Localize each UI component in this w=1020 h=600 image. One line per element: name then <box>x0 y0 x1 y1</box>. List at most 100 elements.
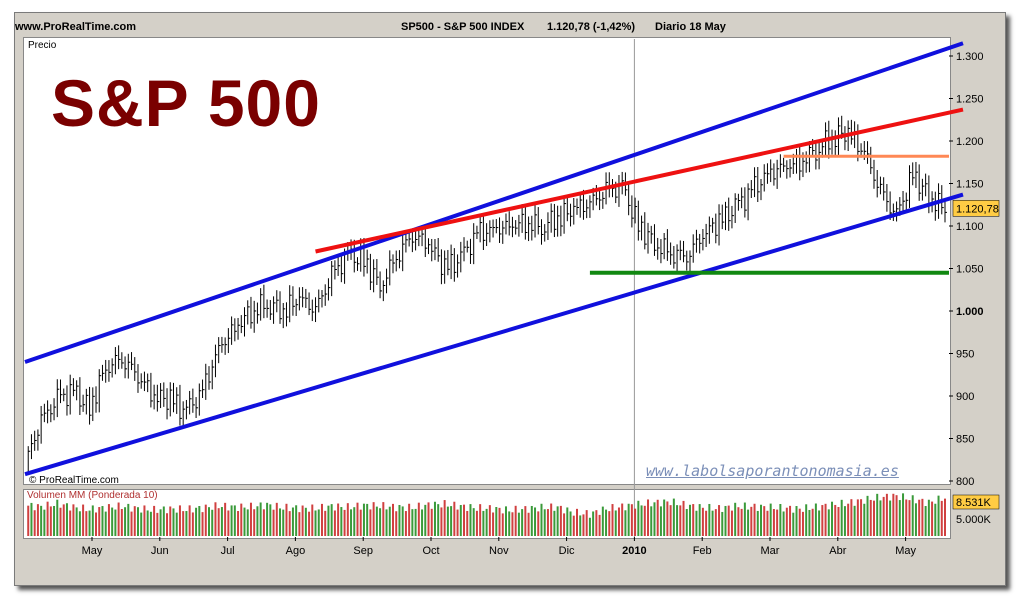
volume-bar <box>798 508 801 536</box>
volume-bar <box>508 511 511 536</box>
volume-bar <box>724 505 727 536</box>
last-price: 1.120,78 (-1,42%) <box>547 21 636 33</box>
volume-bar <box>611 504 614 536</box>
volume-bar <box>98 507 101 536</box>
volume-bar <box>821 505 824 536</box>
watermark-link[interactable]: www.labolsaporantonomasia.es <box>646 462 899 480</box>
volume-bar <box>672 498 675 536</box>
volume-bar <box>398 504 401 536</box>
volume-bar <box>421 509 424 536</box>
volume-bar <box>585 510 588 536</box>
volume-bar <box>311 504 314 536</box>
volume-bar <box>482 510 485 536</box>
volume-bar <box>246 509 249 536</box>
volume-bar <box>918 499 921 536</box>
volume-bar <box>175 512 178 536</box>
volume-bar <box>934 503 937 536</box>
x-tick-label: Abr <box>829 545 846 557</box>
volume-bar <box>479 504 482 536</box>
volume-bar <box>776 509 779 536</box>
volume-bar <box>114 509 117 536</box>
volume-bar <box>411 509 414 536</box>
y-tick-label: 1.100 <box>956 221 984 233</box>
volume-bar <box>927 499 930 536</box>
volume-bar <box>269 504 272 536</box>
volume-bar <box>650 506 653 536</box>
volume-bar <box>559 505 562 536</box>
volume-bar <box>56 499 59 536</box>
y-tick-label: 950 <box>956 349 974 361</box>
volume-bar <box>198 506 201 536</box>
volume-bar <box>637 500 640 536</box>
volume-bar <box>895 495 898 536</box>
volume-bar <box>485 508 488 536</box>
volume-bar <box>182 511 185 536</box>
volume-bar <box>630 504 633 536</box>
volume-bar <box>753 503 756 536</box>
volume-bar <box>237 511 240 536</box>
volume-bar <box>243 507 246 536</box>
volume-bar <box>711 510 714 536</box>
volume-bar <box>146 510 149 536</box>
volume-bar <box>718 505 721 536</box>
y-tick-label: 1.150 <box>956 179 984 191</box>
volume-bar <box>395 511 398 536</box>
volume-bar <box>685 509 688 536</box>
price-panel[interactable] <box>23 37 951 485</box>
volume-bar <box>850 499 853 536</box>
volume-bar <box>149 511 152 536</box>
volume-bar <box>511 512 514 536</box>
volume-bar <box>191 512 194 536</box>
volume-bar <box>608 511 611 536</box>
volume-bar <box>627 503 630 536</box>
big-title: S&P 500 <box>51 66 321 140</box>
volume-bar <box>763 506 766 536</box>
volume-bar <box>740 508 743 536</box>
volume-bar <box>72 504 75 536</box>
volume-bar <box>69 510 72 536</box>
period-label: Diario 18 May <box>655 21 726 33</box>
volume-bar <box>856 499 859 536</box>
volume-bar <box>534 507 537 536</box>
volume-bar <box>614 510 617 536</box>
volume-bar <box>847 503 850 536</box>
volume-bar <box>430 508 433 536</box>
site-name[interactable]: www.ProRealTime.com <box>15 21 137 33</box>
volume-bar <box>601 506 604 536</box>
volume-bar <box>556 506 559 536</box>
volume-bar <box>46 501 49 536</box>
x-tick-label: May <box>82 545 103 557</box>
volume-bar <box>330 504 333 536</box>
volume-bar <box>220 507 223 536</box>
volume-bar <box>379 508 382 536</box>
volume-bar <box>75 507 78 536</box>
volume-bar <box>295 505 298 536</box>
volume-bar <box>95 512 98 536</box>
volume-bar <box>882 496 885 536</box>
volume-bar <box>346 503 349 536</box>
x-tick-label: Ago <box>286 545 306 557</box>
volume-bar <box>169 506 172 536</box>
price-tag-label: 1.120,78 <box>956 203 999 215</box>
copyright-label: © ProRealTime.com <box>29 475 119 486</box>
x-tick-label: Jul <box>221 545 235 557</box>
volume-bar <box>769 503 772 536</box>
volume-bar <box>747 509 750 536</box>
volume-bar <box>553 510 556 536</box>
y-tick-label: 900 <box>956 391 974 403</box>
volume-bar <box>185 511 188 536</box>
y-tick-label: 1.250 <box>956 94 984 106</box>
volume-bar <box>253 509 256 536</box>
price-bars <box>27 115 947 475</box>
volume-bar <box>356 502 359 536</box>
volume-bar <box>166 513 169 536</box>
y-tick-label: 850 <box>956 434 974 446</box>
x-tick-label: Oct <box>422 545 439 557</box>
volume-bar <box>540 503 543 536</box>
volume-bar <box>162 506 165 536</box>
volume-bar <box>504 506 507 536</box>
volume-bar <box>136 507 139 536</box>
volume-bar <box>153 505 156 536</box>
volume-tag-box <box>952 494 1000 510</box>
volume-bar <box>634 508 637 536</box>
